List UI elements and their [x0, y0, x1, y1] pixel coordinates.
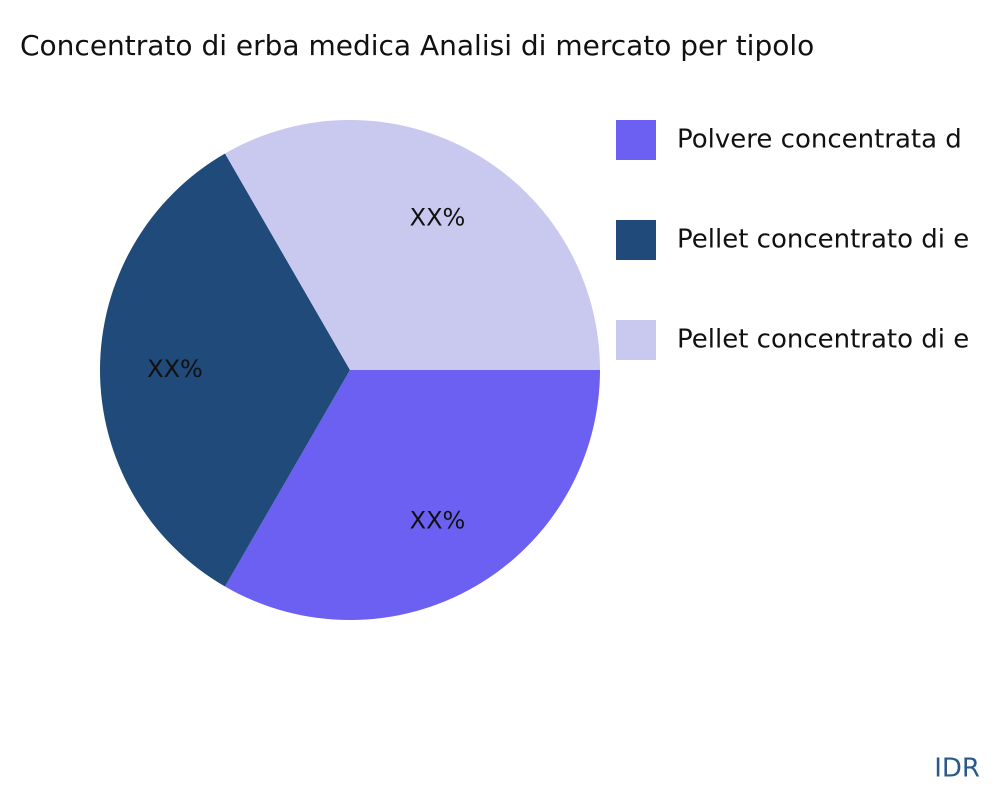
legend-label: Pellet concentrato di e	[677, 325, 969, 355]
slice-label: XX%	[410, 203, 466, 231]
slice-label: XX%	[147, 355, 203, 383]
pie-slice	[225, 119, 600, 370]
legend-swatch	[616, 220, 656, 260]
legend-label: Pellet concentrato di e	[677, 225, 969, 255]
legend-label: Polvere concentrata d	[677, 125, 962, 155]
pie-slice	[225, 370, 600, 620]
watermark: IDR	[934, 754, 980, 784]
slice-label: XX%	[410, 507, 466, 535]
legend-swatch	[616, 120, 656, 160]
chart-title: Concentrato di erba medica Analisi di me…	[20, 29, 814, 62]
legend-swatch	[616, 320, 656, 360]
